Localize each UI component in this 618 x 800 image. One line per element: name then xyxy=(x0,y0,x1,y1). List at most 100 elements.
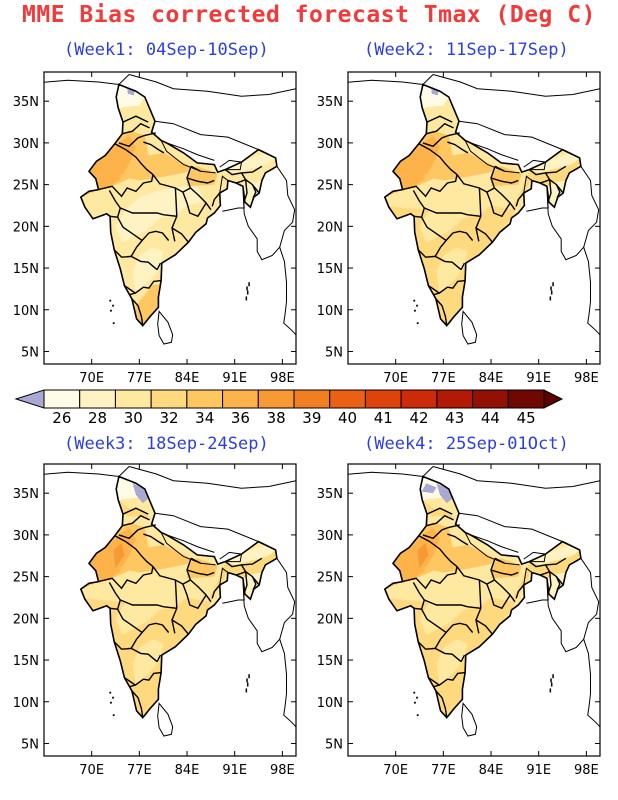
temperature-zone xyxy=(83,157,277,326)
lat-tick-label: 25N xyxy=(317,179,343,194)
lat-tick-label: 20N xyxy=(317,220,343,235)
colorbar: 26 28 30 32 34 36 38 39 40 41 42 43 44 45 xyxy=(14,388,564,428)
colorbar-level-label: 34 xyxy=(195,409,214,424)
colorbar-level-label: 45 xyxy=(517,409,536,424)
colorbar-swatch xyxy=(150,389,188,409)
lon-tick-label: 91E xyxy=(526,763,551,778)
lat-tick-label: 20N xyxy=(317,612,343,627)
map-frame xyxy=(347,71,601,365)
temperature-zone xyxy=(238,572,262,600)
temperature-zone xyxy=(491,166,522,187)
colorbar-swatch xyxy=(293,389,331,409)
lon-tick-label: 91E xyxy=(222,763,247,778)
lat-tick-label: 30N xyxy=(13,529,39,544)
temperature-zone xyxy=(118,544,192,573)
colorbar-swatch xyxy=(436,389,474,409)
temperature-zone xyxy=(436,639,468,686)
temperature-zone xyxy=(113,543,125,569)
colorbar-swatch xyxy=(400,389,438,409)
lat-tick-label: 15N xyxy=(317,262,343,277)
week3-title: (Week3: 18Sep-24Sep) xyxy=(64,434,269,454)
lon-tick-label: 84E xyxy=(175,371,200,386)
temperature-zone xyxy=(238,180,262,208)
colorbar-level-label: 41 xyxy=(374,409,393,424)
temperature-zone xyxy=(132,284,162,326)
lat-tick-label: 35N xyxy=(317,95,343,110)
colorbar-swatch xyxy=(507,389,545,409)
colorbar-swatch xyxy=(222,389,259,409)
colorbar-swatch xyxy=(43,389,81,409)
lat-tick-label: 5N xyxy=(325,737,343,752)
colorbar-above-arrow xyxy=(543,389,564,409)
lat-tick-label: 20N xyxy=(13,612,39,627)
lat-tick-label: 5N xyxy=(21,737,39,752)
colorbar-level-label: 36 xyxy=(231,409,250,424)
lon-tick-label: 70E xyxy=(383,371,408,386)
temperature-zone xyxy=(83,549,277,718)
temperature-zone xyxy=(187,558,218,579)
temperature-zone xyxy=(436,676,466,718)
colorbar-swatch xyxy=(257,389,295,409)
map-svg: 5N 10N 15N 20N 25N 30N 35N 70E 77E 84E 91E 98E xyxy=(13,463,297,778)
temperature-zone xyxy=(417,151,429,177)
lon-tick-label: 91E xyxy=(526,371,551,386)
colorbar-level-label: 40 xyxy=(338,409,357,424)
main-title: MME Bias corrected forecast Tmax (Deg C) xyxy=(22,2,596,28)
temperature-zone xyxy=(420,84,449,108)
map-panel-week3: 5N 10N 15N 20N 25N 30N 35N 70E 77E 84E 91E 98E xyxy=(0,462,312,782)
lon-tick-label: 70E xyxy=(383,763,408,778)
temperature-zone xyxy=(225,152,276,173)
lat-tick-label: 35N xyxy=(317,487,343,502)
temperature-zone xyxy=(132,247,164,294)
lat-tick-label: 5N xyxy=(325,345,343,360)
colorbar-level-label: 44 xyxy=(481,409,500,424)
lat-tick-label: 20N xyxy=(13,220,39,235)
lon-tick-label: 70E xyxy=(79,763,104,778)
lat-tick-label: 10N xyxy=(317,696,343,711)
week1-title: (Week1: 04Sep-10Sep) xyxy=(64,40,269,60)
lat-tick-label: 35N xyxy=(13,95,39,110)
temperature-zone xyxy=(132,676,162,718)
colorbar-swatch xyxy=(186,389,224,409)
colorbar-level-label: 28 xyxy=(88,409,107,424)
colorbar-level-label: 32 xyxy=(159,409,178,424)
map-svg: 5N 10N 15N 20N 25N 30N 35N 70E 77E 84E 91E 98E xyxy=(13,71,297,386)
lon-tick-label: 77E xyxy=(127,763,152,778)
temperature-zone xyxy=(542,180,566,208)
lon-tick-label: 91E xyxy=(222,371,247,386)
temperature-zone xyxy=(113,151,125,177)
map-svg: 5N 10N 15N 20N 25N 30N 35N 70E 77E 84E 91E 98E xyxy=(317,71,601,386)
temperature-zone xyxy=(118,152,192,181)
lat-tick-label: 30N xyxy=(13,137,39,152)
temperature-zone xyxy=(436,483,454,504)
map-panel-week1: 5N 10N 15N 20N 25N 30N 35N 70E 77E 84E 91E 98E xyxy=(0,70,312,390)
colorbar-swatch xyxy=(114,389,152,409)
colorbar-level-label: 43 xyxy=(445,409,464,424)
temperature-zone xyxy=(529,544,580,565)
temperature-zone xyxy=(116,84,145,108)
map-frame xyxy=(347,463,601,757)
colorbar-swatch xyxy=(364,389,402,409)
temperature-zone xyxy=(436,247,468,294)
lat-tick-label: 30N xyxy=(317,137,343,152)
temperature-zone xyxy=(387,157,581,326)
boundaries xyxy=(348,466,600,737)
lat-tick-label: 10N xyxy=(317,304,343,319)
colorbar-svg: 26 28 30 32 34 36 38 39 40 41 42 43 44 45 xyxy=(14,389,564,427)
lon-tick-label: 84E xyxy=(479,763,504,778)
map-frame xyxy=(43,463,297,757)
week4-title: (Week4: 25Sep-01Oct) xyxy=(364,434,569,454)
colorbar-swatch xyxy=(329,389,366,409)
lat-tick-label: 25N xyxy=(13,179,39,194)
temperature-zone xyxy=(436,284,466,326)
lon-tick-label: 98E xyxy=(574,763,599,778)
lat-tick-label: 10N xyxy=(13,304,39,319)
map-panel-week4: 5N 10N 15N 20N 25N 30N 35N 70E 77E 84E 91E 98E xyxy=(304,462,616,782)
lon-tick-label: 98E xyxy=(574,371,599,386)
colorbar-level-label: 42 xyxy=(409,409,428,424)
temperature-zone xyxy=(417,543,429,569)
temperature-zone xyxy=(132,639,164,686)
temperature-zone xyxy=(132,483,150,504)
week2-title: (Week2: 11Sep-17Sep) xyxy=(364,40,569,60)
colorbar-swatch xyxy=(79,389,116,409)
